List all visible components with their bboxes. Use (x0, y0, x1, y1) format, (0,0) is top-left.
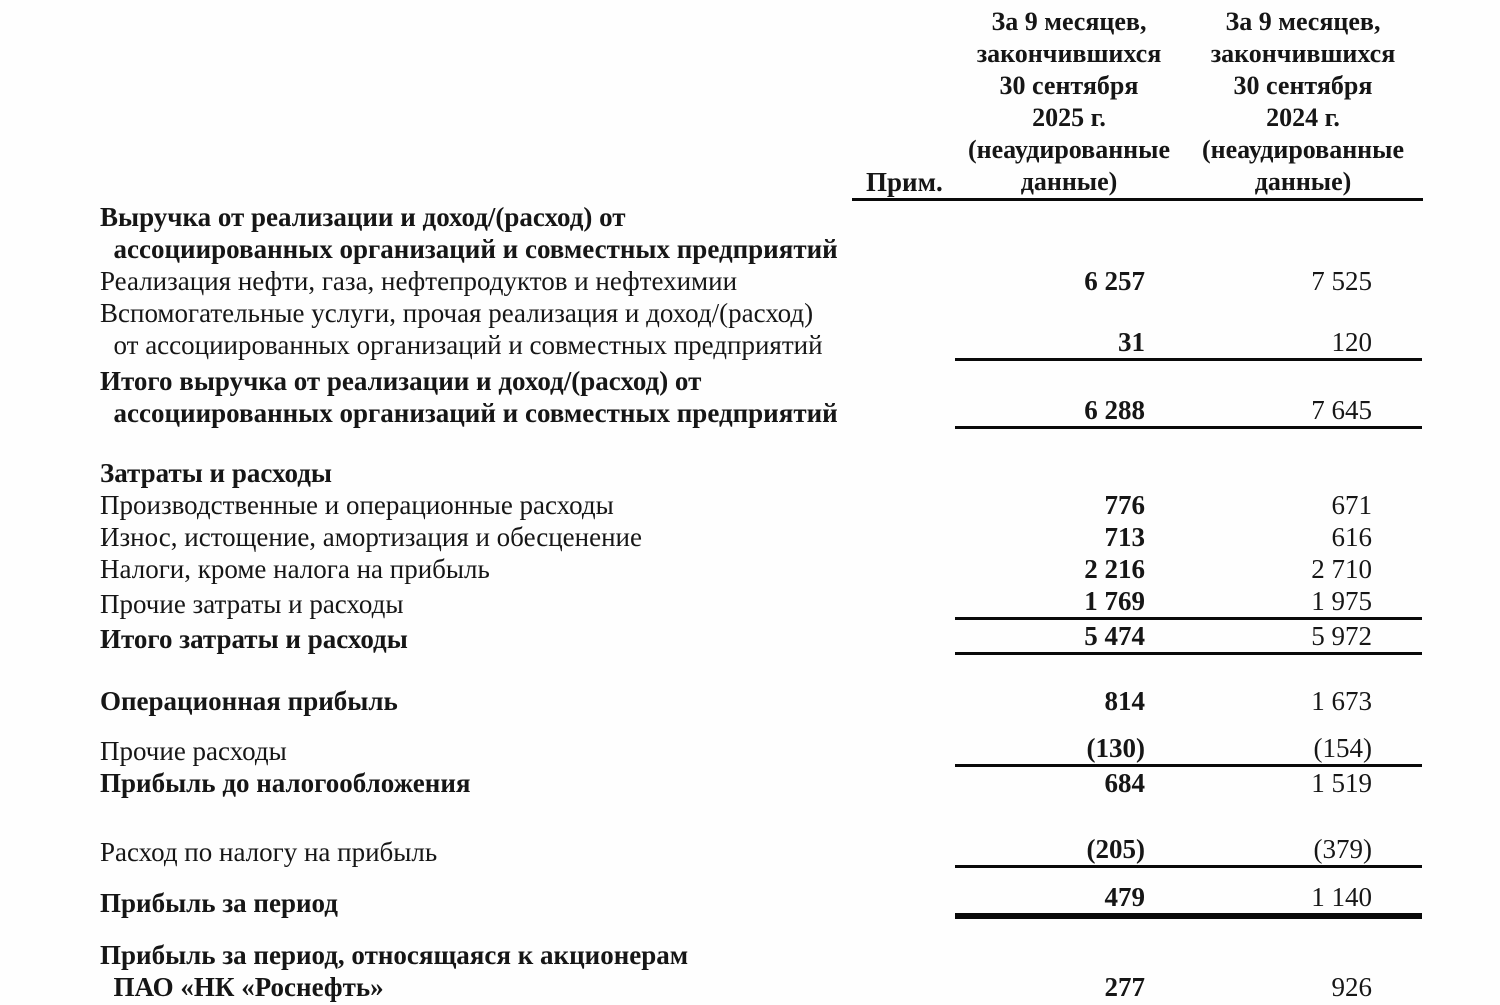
row-label: Выручка от реализации и доход/(расход) о… (100, 202, 838, 264)
row-value-2025: (130) (1086, 733, 1145, 763)
row-value-2025: 684 (1104, 768, 1146, 798)
row-value-2025: 713 (1104, 522, 1146, 552)
table-row: Прочие расходы (130) (154) (100, 732, 1422, 767)
row-values: 814 1 673 (955, 685, 1422, 717)
row-values: 479 1 140 (955, 881, 1422, 919)
table-row: Выручка от реализации и доход/(расход) о… (100, 201, 1422, 265)
row-value-2024: 1 519 (1311, 768, 1372, 798)
row-value-2025: 2 216 (1084, 554, 1145, 584)
row-label: Итого затраты и расходы (100, 624, 408, 654)
row-value-2024: 1 673 (1311, 686, 1372, 716)
row-value-2024: 2 710 (1311, 554, 1372, 584)
table-row: Итого затраты и расходы 5 474 5 972 (100, 620, 1422, 655)
table-row: Операционная прибыль 814 1 673 (100, 685, 1422, 717)
row-values: (130) (154) (955, 732, 1422, 767)
table-row: Производственные и операционные расходы … (100, 489, 1422, 521)
table-row: Вспомогательные услуги, прочая реализаци… (100, 297, 1422, 361)
row-value-2025: 814 (1104, 686, 1146, 716)
row-label: Затраты и расходы (100, 458, 332, 488)
table-row: Прибыль за период, относящаяся к акционе… (100, 939, 1422, 1003)
row-value-2025: 31 (1118, 327, 1145, 357)
row-values: 31 120 (955, 326, 1422, 361)
row-value-2024: 7 645 (1311, 395, 1372, 425)
row-value-2024: (154) (1313, 733, 1372, 763)
row-value-2025: 6 288 (1084, 395, 1145, 425)
column-header-notes: Прим. (866, 167, 943, 197)
table-header: Прим. За 9 месяцев, закончившихся 30 сен… (852, 6, 1423, 201)
table-row: Прочие затраты и расходы 1 769 1 975 (100, 585, 1422, 620)
row-value-2025: 776 (1104, 490, 1146, 520)
row-value-2025: 479 (1104, 882, 1146, 912)
table-row: Прибыль до налогообложения 684 1 519 (100, 767, 1422, 799)
row-value-2024: 1 975 (1311, 586, 1372, 616)
row-label: Прочие расходы (100, 736, 287, 766)
table-row: Итого выручка от реализации и доход/(рас… (100, 365, 1422, 429)
row-label: Прибыль за период, относящаяся к акционе… (100, 940, 689, 1002)
row-value-2024: 616 (1331, 522, 1373, 552)
row-values: (205) (379) (955, 833, 1422, 868)
row-label: Прибыль до налогообложения (100, 768, 471, 798)
row-value-2024: 7 525 (1311, 266, 1372, 296)
row-label: Операционная прибыль (100, 686, 398, 716)
row-values: 713 616 (955, 521, 1422, 553)
row-label: Износ, истощение, амортизация и обесцене… (100, 522, 642, 552)
row-values: 6 257 7 525 (955, 265, 1422, 297)
table-row: Налоги, кроме налога на прибыль 2 216 2 … (100, 553, 1422, 585)
row-values: 684 1 519 (955, 767, 1422, 799)
table-row: Расход по налогу на прибыль (205) (379) (100, 833, 1422, 868)
row-value-2025: 6 257 (1084, 266, 1145, 296)
row-value-2024: (379) (1313, 834, 1372, 864)
row-values: 5 474 5 972 (955, 620, 1422, 655)
column-header-period-2025: За 9 месяцев, закончившихся 30 сентября … (967, 7, 1170, 196)
row-value-2025: 1 769 (1084, 586, 1145, 616)
row-label: Налоги, кроме налога на прибыль (100, 554, 490, 584)
row-value-2024: 926 (1331, 972, 1373, 1002)
row-label: Вспомогательные услуги, прочая реализаци… (100, 298, 823, 360)
financial-statement-page: Прим. За 9 месяцев, закончившихся 30 сен… (0, 6, 1500, 1005)
row-values: 6 288 7 645 (955, 394, 1422, 429)
row-value-2024: 1 140 (1311, 882, 1372, 912)
row-label: Итого выручка от реализации и доход/(рас… (100, 366, 838, 428)
column-header-period-2024: За 9 месяцев, закончившихся 30 сентября … (1201, 7, 1404, 196)
row-value-2025: 277 (1104, 972, 1146, 1002)
table-row: Реализация нефти, газа, нефтепродуктов и… (100, 265, 1422, 297)
row-value-2024: 5 972 (1311, 621, 1372, 651)
row-value-2024: 671 (1331, 490, 1373, 520)
table-row: Прибыль за период 479 1 140 (100, 881, 1422, 919)
statement-body: Выручка от реализации и доход/(расход) о… (100, 201, 1422, 1003)
row-values: 277 926 (955, 971, 1422, 1003)
row-values: 1 769 1 975 (955, 585, 1422, 620)
row-value-2025: (205) (1086, 834, 1145, 864)
table-row: Износ, истощение, амортизация и обесцене… (100, 521, 1422, 553)
row-label: Расход по налогу на прибыль (100, 837, 438, 867)
row-value-2024: 120 (1331, 327, 1373, 357)
row-values: 2 216 2 710 (955, 553, 1422, 585)
row-label: Реализация нефти, газа, нефтепродуктов и… (100, 266, 738, 296)
row-label: Прочие затраты и расходы (100, 589, 404, 619)
table-row: Затраты и расходы (100, 457, 1422, 489)
row-label: Производственные и операционные расходы (100, 490, 614, 520)
row-value-2025: 5 474 (1084, 621, 1145, 651)
row-values: 776 671 (955, 489, 1422, 521)
row-label: Прибыль за период (100, 888, 338, 918)
